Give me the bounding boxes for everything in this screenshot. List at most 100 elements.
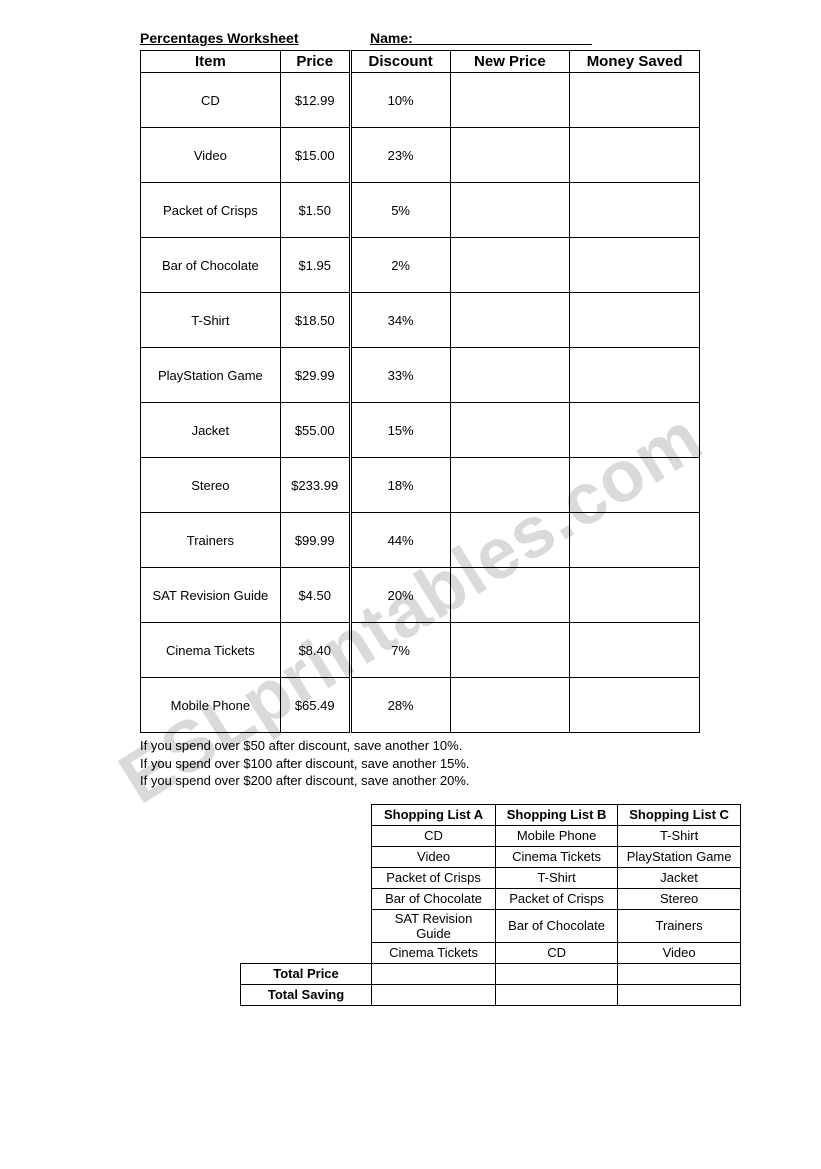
cell-price: $29.99: [280, 348, 350, 403]
cell-item: Trainers: [141, 513, 281, 568]
list-item-row: Bar of ChocolatePacket of CrispsStereo: [241, 888, 741, 909]
cell-price: $4.50: [280, 568, 350, 623]
list-item-row: SAT Revision GuideBar of ChocolateTraine…: [241, 909, 741, 942]
note-line: If you spend over $100 after discount, s…: [140, 755, 741, 773]
name-label: Name:: [370, 30, 413, 46]
cell-item: PlayStation Game: [141, 348, 281, 403]
cell-money-saved: [570, 678, 700, 733]
cell-item: Stereo: [141, 458, 281, 513]
table-row: Mobile Phone$65.4928%: [141, 678, 700, 733]
cell-discount: 44%: [350, 513, 450, 568]
cell-money-saved: [570, 513, 700, 568]
cell-item: Jacket: [141, 403, 281, 458]
summary-cell: [372, 963, 496, 984]
list-item-cell: Cinema Tickets: [496, 846, 618, 867]
cell-discount: 7%: [350, 623, 450, 678]
cell-discount: 15%: [350, 403, 450, 458]
shopping-lists-table: Shopping List A Shopping List B Shopping…: [240, 804, 741, 1006]
table-row: Trainers$99.9944%: [141, 513, 700, 568]
cell-item: Packet of Crisps: [141, 183, 281, 238]
list-item-cell: CD: [496, 942, 618, 963]
list-row-blank: [241, 888, 372, 909]
cell-money-saved: [570, 238, 700, 293]
list-item-row: Cinema TicketsCDVideo: [241, 942, 741, 963]
cell-new-price: [450, 678, 570, 733]
cell-money-saved: [570, 458, 700, 513]
list-item-cell: CD: [372, 825, 496, 846]
summary-row-label: Total Saving: [241, 984, 372, 1005]
col-header-money-saved: Money Saved: [570, 51, 700, 73]
list-item-cell: Trainers: [618, 909, 741, 942]
col-header-discount: Discount: [350, 51, 450, 73]
table-row: CD$12.9910%: [141, 73, 700, 128]
list-summary-row: Total Saving: [241, 984, 741, 1005]
cell-price: $65.49: [280, 678, 350, 733]
cell-money-saved: [570, 403, 700, 458]
col-header-new-price: New Price: [450, 51, 570, 73]
cell-money-saved: [570, 73, 700, 128]
cell-new-price: [450, 458, 570, 513]
cell-new-price: [450, 348, 570, 403]
cell-discount: 5%: [350, 183, 450, 238]
summary-cell: [618, 984, 741, 1005]
list-item-cell: T-Shirt: [496, 867, 618, 888]
cell-new-price: [450, 73, 570, 128]
table-row: Video$15.0023%: [141, 128, 700, 183]
cell-discount: 20%: [350, 568, 450, 623]
summary-cell: [496, 984, 618, 1005]
worksheet-header: Percentages Worksheet Name: ____________…: [140, 30, 741, 46]
cell-money-saved: [570, 568, 700, 623]
cell-money-saved: [570, 293, 700, 348]
cell-item: CD: [141, 73, 281, 128]
list-item-cell: PlayStation Game: [618, 846, 741, 867]
cell-price: $99.99: [280, 513, 350, 568]
list-item-cell: SAT Revision Guide: [372, 909, 496, 942]
summary-row-label: Total Price: [241, 963, 372, 984]
list-item-row: CDMobile PhoneT-Shirt: [241, 825, 741, 846]
cell-item: SAT Revision Guide: [141, 568, 281, 623]
discount-notes: If you spend over $50 after discount, sa…: [140, 737, 741, 790]
list-row-blank: [241, 867, 372, 888]
list-row-blank: [241, 942, 372, 963]
cell-discount: 33%: [350, 348, 450, 403]
table-row: Packet of Crisps$1.505%: [141, 183, 700, 238]
cell-discount: 18%: [350, 458, 450, 513]
cell-item: Mobile Phone: [141, 678, 281, 733]
note-line: If you spend over $200 after discount, s…: [140, 772, 741, 790]
table-header-row: Item Price Discount New Price Money Save…: [141, 51, 700, 73]
list-item-cell: Cinema Tickets: [372, 942, 496, 963]
list-summary-row: Total Price: [241, 963, 741, 984]
cell-new-price: [450, 293, 570, 348]
cell-new-price: [450, 623, 570, 678]
list-item-cell: Mobile Phone: [496, 825, 618, 846]
cell-price: $1.95: [280, 238, 350, 293]
table-row: PlayStation Game$29.9933%: [141, 348, 700, 403]
cell-price: $233.99: [280, 458, 350, 513]
cell-money-saved: [570, 348, 700, 403]
cell-price: $12.99: [280, 73, 350, 128]
cell-discount: 10%: [350, 73, 450, 128]
list-item-cell: Stereo: [618, 888, 741, 909]
list-item-cell: Jacket: [618, 867, 741, 888]
list-b-header: Shopping List B: [496, 804, 618, 825]
list-item-row: Packet of CrispsT-ShirtJacket: [241, 867, 741, 888]
table-row: Jacket$55.0015%: [141, 403, 700, 458]
cell-new-price: [450, 568, 570, 623]
list-item-cell: Packet of Crisps: [496, 888, 618, 909]
cell-money-saved: [570, 623, 700, 678]
lists-corner-blank: [241, 804, 372, 825]
cell-discount: 23%: [350, 128, 450, 183]
cell-price: $55.00: [280, 403, 350, 458]
cell-discount: 34%: [350, 293, 450, 348]
cell-price: $15.00: [280, 128, 350, 183]
summary-cell: [372, 984, 496, 1005]
note-line: If you spend over $50 after discount, sa…: [140, 737, 741, 755]
cell-new-price: [450, 513, 570, 568]
table-row: SAT Revision Guide$4.5020%: [141, 568, 700, 623]
cell-item: Cinema Tickets: [141, 623, 281, 678]
list-item-cell: Video: [618, 942, 741, 963]
cell-new-price: [450, 183, 570, 238]
list-a-header: Shopping List A: [372, 804, 496, 825]
list-item-cell: Packet of Crisps: [372, 867, 496, 888]
worksheet-title: Percentages Worksheet: [140, 30, 370, 46]
